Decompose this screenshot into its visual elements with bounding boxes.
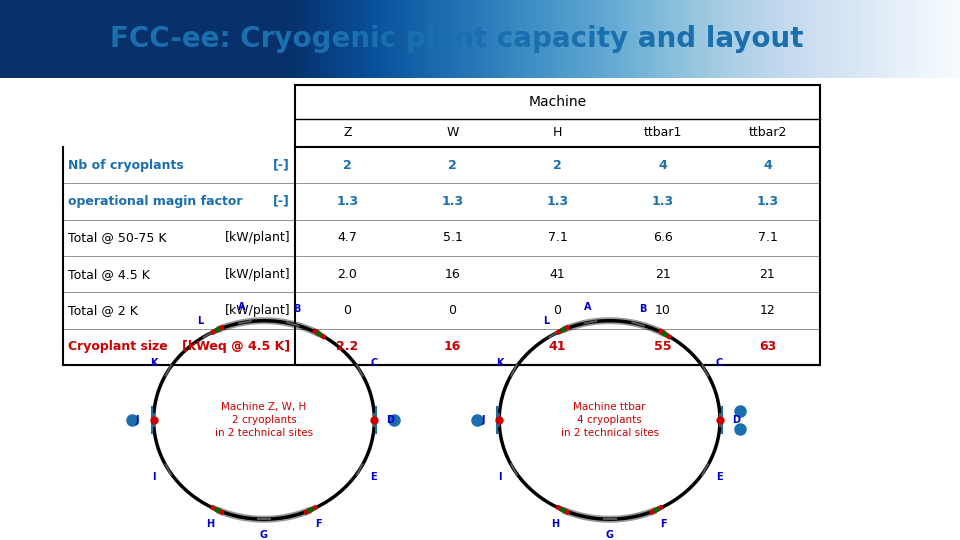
Text: D: D xyxy=(732,415,740,425)
Text: [-]: [-] xyxy=(274,159,290,172)
Text: Z: Z xyxy=(344,126,351,139)
Text: Total @ 2 K: Total @ 2 K xyxy=(68,304,138,317)
Text: 55: 55 xyxy=(654,340,671,353)
Text: Machine: Machine xyxy=(528,95,587,109)
Text: 2: 2 xyxy=(343,159,352,172)
Text: 5.1: 5.1 xyxy=(443,231,463,244)
Text: Machine Z, W, H
2 cryoplants
in 2 technical sites: Machine Z, W, H 2 cryoplants in 2 techni… xyxy=(215,402,313,438)
Text: Machine ttbar
4 cryoplants
in 2 technical sites: Machine ttbar 4 cryoplants in 2 technica… xyxy=(561,402,659,438)
Text: ttbar2: ttbar2 xyxy=(748,126,786,139)
Text: 2: 2 xyxy=(553,159,562,172)
Text: E: E xyxy=(371,472,377,482)
Text: 1.3: 1.3 xyxy=(336,195,359,208)
Text: K: K xyxy=(151,358,158,368)
Text: 4: 4 xyxy=(763,159,772,172)
Text: 4: 4 xyxy=(659,159,667,172)
Text: L: L xyxy=(542,315,549,326)
Text: A: A xyxy=(584,301,591,312)
Text: 1.3: 1.3 xyxy=(546,195,568,208)
Text: 16: 16 xyxy=(444,340,461,353)
Text: K: K xyxy=(496,358,504,368)
Text: I: I xyxy=(498,472,501,482)
Text: H: H xyxy=(553,126,563,139)
Text: 1.3: 1.3 xyxy=(756,195,779,208)
Text: 21: 21 xyxy=(759,268,776,281)
Text: [kW/plant]: [kW/plant] xyxy=(225,304,290,317)
Text: H: H xyxy=(205,519,214,529)
Text: 0: 0 xyxy=(448,304,457,317)
Text: J: J xyxy=(482,415,485,425)
Text: D: D xyxy=(386,415,395,425)
Text: Total @ 50-75 K: Total @ 50-75 K xyxy=(68,231,166,244)
Text: 2: 2 xyxy=(448,159,457,172)
Text: 41: 41 xyxy=(550,268,565,281)
Text: C: C xyxy=(371,358,377,368)
Text: I: I xyxy=(153,472,156,482)
Text: F: F xyxy=(315,519,322,529)
Text: Nb of cryoplants: Nb of cryoplants xyxy=(68,159,183,172)
Text: B: B xyxy=(294,304,300,314)
Text: 2.0: 2.0 xyxy=(338,268,357,281)
Text: 2.2: 2.2 xyxy=(336,340,359,353)
Text: B: B xyxy=(639,304,646,314)
Text: 10: 10 xyxy=(655,304,670,317)
Text: 16: 16 xyxy=(444,268,461,281)
Text: 63: 63 xyxy=(758,340,776,353)
Text: [-]: [-] xyxy=(274,195,290,208)
Text: L: L xyxy=(197,315,204,326)
Text: [kW/plant]: [kW/plant] xyxy=(225,268,290,281)
Text: W: W xyxy=(446,126,459,139)
Text: G: G xyxy=(606,530,613,540)
Text: FCC-ee: Cryogenic plant capacity and layout: FCC-ee: Cryogenic plant capacity and lay… xyxy=(110,25,804,53)
Text: F: F xyxy=(660,519,667,529)
Text: Cryoplant size: Cryoplant size xyxy=(68,340,168,353)
Text: E: E xyxy=(716,472,723,482)
Text: 41: 41 xyxy=(549,340,566,353)
Text: 1.3: 1.3 xyxy=(652,195,674,208)
Text: 0: 0 xyxy=(344,304,351,317)
Text: H: H xyxy=(551,519,560,529)
Text: 7.1: 7.1 xyxy=(757,231,778,244)
Text: 6.6: 6.6 xyxy=(653,231,672,244)
Text: J: J xyxy=(136,415,139,425)
Text: 0: 0 xyxy=(554,304,562,317)
Text: 21: 21 xyxy=(655,268,670,281)
Text: [kW/plant]: [kW/plant] xyxy=(225,231,290,244)
Text: 7.1: 7.1 xyxy=(547,231,567,244)
Text: 4.7: 4.7 xyxy=(338,231,357,244)
Text: 1.3: 1.3 xyxy=(442,195,464,208)
Text: [kWeq @ 4.5 K]: [kWeq @ 4.5 K] xyxy=(181,340,290,353)
Text: operational magin factor: operational magin factor xyxy=(68,195,243,208)
Text: C: C xyxy=(716,358,723,368)
Text: G: G xyxy=(260,530,268,540)
Text: A: A xyxy=(238,301,246,312)
Text: ttbar1: ttbar1 xyxy=(643,126,682,139)
Text: Total @ 4.5 K: Total @ 4.5 K xyxy=(68,268,150,281)
Text: 12: 12 xyxy=(759,304,776,317)
